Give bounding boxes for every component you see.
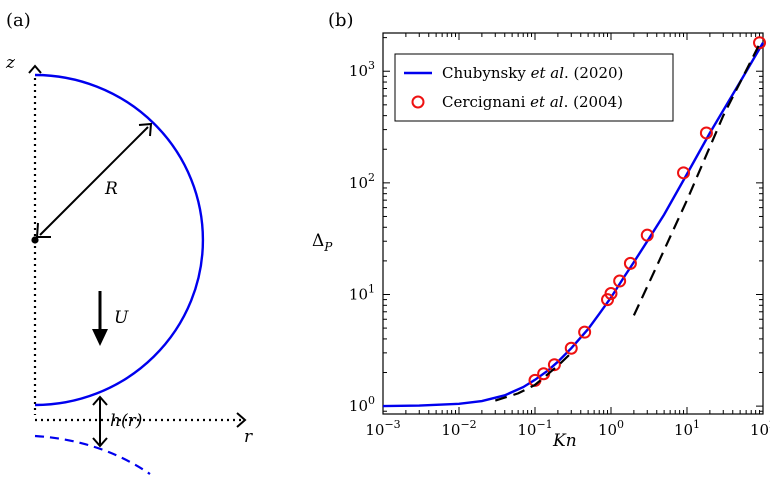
z-axis-label: z (5, 53, 16, 73)
legend-marker-swatch (411, 95, 425, 109)
radius-arrowhead-outer (138, 122, 153, 137)
y-tick-label: 101 (349, 282, 375, 303)
legend-label-1: Chubynsky et al. (2020) (442, 64, 623, 82)
sphere-center (31, 236, 39, 244)
y-axis-label: ΔP (312, 231, 333, 254)
gap-label: h(r) (110, 411, 142, 431)
data-point (613, 274, 627, 288)
legend-label-2: Cercignani et al. (2004) (442, 93, 623, 111)
legend: Chubynsky et al. (2020) Cercignani et al… (394, 53, 674, 122)
data-point (623, 256, 637, 270)
sphere-outline (34, 73, 205, 407)
y-tick-label: 100 (349, 394, 375, 415)
data-point (547, 358, 561, 372)
y-tick-label: 103 (349, 59, 375, 80)
velocity-arrowhead (92, 329, 108, 346)
x-tick-label: 10−3 (365, 418, 400, 439)
series-layer (382, 36, 767, 408)
axis-ticks (382, 33, 764, 414)
radius-arrowhead-inner (35, 222, 51, 238)
panel-b: (b) 10−3 10−2 10−1 100 101 102 100 101 102 103 K… (312, 10, 770, 451)
x-tick-label: 101 (674, 418, 700, 439)
x-tick-labels: 10−3 10−2 10−1 100 101 102 (365, 418, 770, 439)
plot-frame (382, 32, 764, 415)
panel-a: (a) z R U r h(r) (5, 10, 253, 475)
data-point (604, 287, 618, 301)
data-point (564, 341, 578, 355)
x-tick-label: 102 (750, 418, 770, 439)
r-axis-arrowhead (236, 412, 247, 428)
y-tick-label: 102 (349, 171, 375, 192)
radius-arrow-line (39, 126, 149, 236)
panel-b-label: (b) (328, 10, 354, 31)
data-point (753, 36, 767, 50)
substrate-curve (34, 434, 151, 475)
r-axis-label: r (244, 427, 253, 447)
gap-arrowhead-top (92, 395, 108, 406)
asymptote-dashed-line (494, 352, 573, 402)
y-tick-labels: 100 101 102 103 (349, 59, 375, 415)
data-point (677, 166, 691, 180)
velocity-label: U (114, 308, 129, 328)
legend-box (394, 53, 674, 122)
z-axis-arrowhead (28, 64, 42, 74)
data-point (699, 126, 713, 140)
data-point (640, 228, 654, 242)
x-axis-label: Kn (552, 431, 577, 451)
gap-arrowhead-bottom (92, 437, 108, 448)
x-tick-label: 10−1 (517, 418, 552, 439)
panel-a-label: (a) (6, 10, 31, 31)
radius-label: R (104, 179, 118, 199)
x-tick-label: 10−2 (441, 418, 476, 439)
x-tick-label: 100 (598, 418, 624, 439)
data-point (578, 325, 592, 339)
